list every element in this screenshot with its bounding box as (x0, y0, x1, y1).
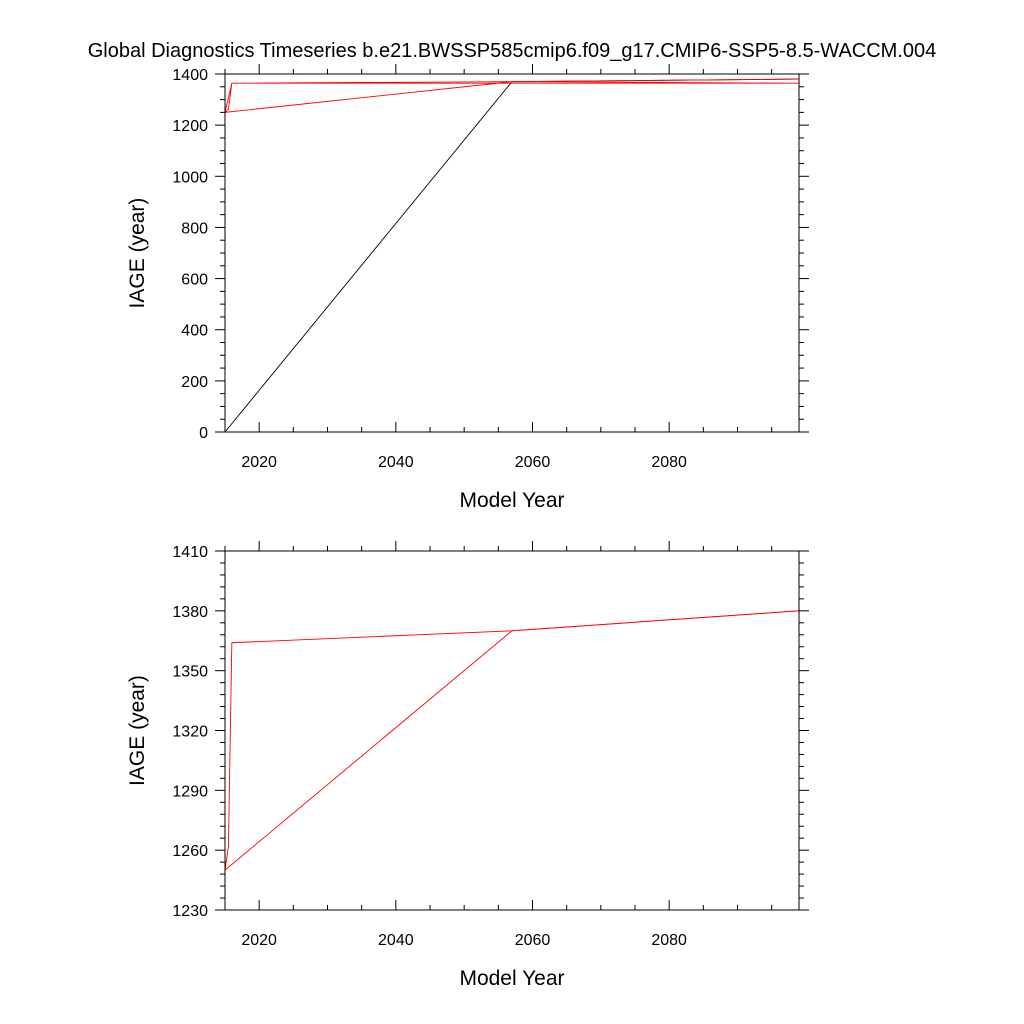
y-tick-label: 1290 (172, 783, 208, 800)
axis-ticks-bottom (215, 541, 809, 911)
y-tick-label: 0 (199, 425, 208, 442)
plot-series-bottom (224, 610, 800, 871)
x-tick-label: 2080 (651, 454, 687, 471)
x-axis-label-bottom: Model Year (459, 967, 564, 990)
x-tick-label: 2080 (651, 932, 687, 949)
y-tick-label: 1230 (172, 903, 208, 920)
y-tick-label: 400 (181, 323, 208, 340)
series-line-top-1 (224, 78, 800, 433)
plot-frame-bottom (224, 550, 800, 911)
figure-title: Global Diagnostics Timeseries b.e21.BWSS… (88, 40, 937, 62)
tick-labels-bottom: 2020 2040 2060 2080 1230 1260 1290 1320 1350 1380… (172, 544, 687, 949)
y-tick-label: 1350 (172, 664, 208, 681)
y-tick-label: 200 (181, 374, 208, 391)
y-tick-label: 800 (181, 220, 208, 237)
axis-ticks-top (215, 64, 809, 433)
y-tick-label: 600 (181, 272, 208, 289)
chart-panel-top: 2020 2040 2060 2080 0 200 400 600 800 1000 1200 140… (126, 64, 809, 512)
x-axis-label-top: Model Year (459, 489, 564, 512)
y-axis-label-top: IAGE (year) (126, 198, 149, 309)
plot-frame-top (224, 73, 800, 433)
tick-labels-top: 2020 2040 2060 2080 0 200 400 600 800 1000 1200 140… (172, 67, 687, 471)
x-tick-label: 2040 (378, 932, 414, 949)
x-tick-label: 2040 (378, 454, 414, 471)
y-axis-label-bottom: IAGE (year) (126, 675, 149, 786)
y-tick-label: 1400 (172, 67, 208, 84)
x-tick-label: 2020 (241, 454, 277, 471)
series-line-bottom-1 (224, 610, 800, 871)
plot-series-top (224, 78, 800, 433)
x-tick-label: 2060 (515, 454, 551, 471)
series-line-bottom-2 (224, 610, 800, 871)
y-tick-label: 1000 (172, 169, 208, 186)
x-tick-label: 2020 (241, 932, 277, 949)
x-tick-label: 2060 (515, 932, 551, 949)
series-line-top-2 (224, 78, 800, 113)
y-tick-label: 1380 (172, 604, 208, 621)
y-tick-label: 1200 (172, 118, 208, 135)
y-tick-label: 1320 (172, 724, 208, 741)
chart-panel-bottom: 2020 2040 2060 2080 1230 1260 1290 1320 1350 1380… (126, 541, 809, 990)
y-tick-label: 1260 (172, 843, 208, 860)
y-tick-label: 1410 (172, 544, 208, 561)
